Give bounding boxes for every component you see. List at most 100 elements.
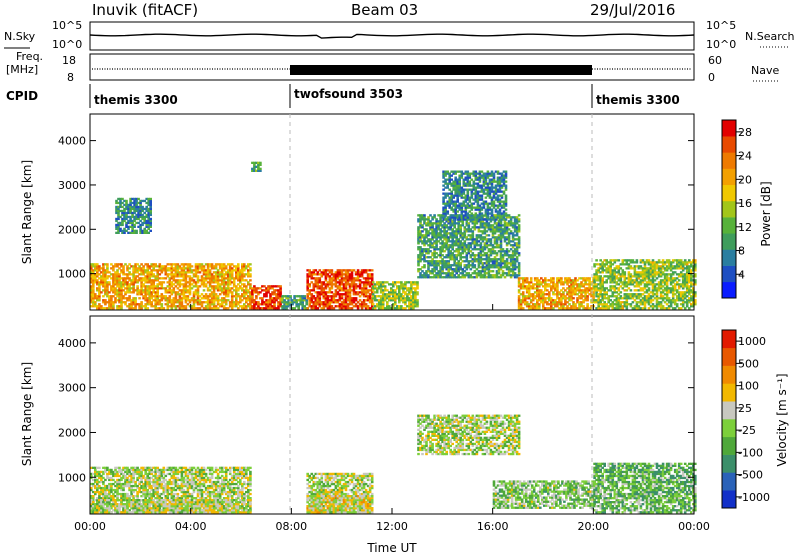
range-cell <box>364 277 368 280</box>
range-cell <box>377 307 381 310</box>
range-cell <box>176 305 180 308</box>
range-cell <box>487 238 491 241</box>
range-cell <box>491 264 495 267</box>
range-cell <box>570 305 573 308</box>
range-cell <box>364 295 368 298</box>
range-cell <box>457 252 460 255</box>
range-cell <box>310 301 314 304</box>
range-cell <box>566 279 569 282</box>
range-cell <box>633 295 637 298</box>
range-cell <box>190 287 194 290</box>
range-cell <box>617 307 621 310</box>
range-cell <box>287 297 290 300</box>
range-cell <box>429 242 432 245</box>
range-cell <box>146 275 149 278</box>
range-cell <box>651 299 655 302</box>
range-cell <box>366 297 370 300</box>
range-cell <box>470 178 474 181</box>
range-cell <box>540 293 543 296</box>
range-cell <box>615 295 619 298</box>
range-cell <box>425 230 428 233</box>
range-cell <box>504 186 508 189</box>
range-cell <box>515 248 519 251</box>
range-cell <box>641 275 645 278</box>
range-cell <box>192 279 196 282</box>
range-cell <box>593 263 596 266</box>
range-cell <box>194 291 198 294</box>
range-cell <box>310 271 314 274</box>
range-cell <box>482 192 486 195</box>
range-cell <box>625 299 629 302</box>
range-cell <box>478 214 482 217</box>
range-cell <box>536 291 539 294</box>
range-cell <box>595 271 598 274</box>
range-cell <box>657 303 661 306</box>
range-cell <box>273 301 276 304</box>
range-cell <box>447 266 450 269</box>
range-cell <box>222 287 226 290</box>
range-cell <box>108 297 111 300</box>
range-cell <box>445 226 448 229</box>
range-cell <box>497 264 501 267</box>
range-cell <box>228 303 232 306</box>
range-cell <box>498 210 502 213</box>
range-cell <box>216 295 220 298</box>
range-cell <box>469 274 473 277</box>
range-cell <box>237 301 240 304</box>
range-cell <box>400 285 403 288</box>
range-cell <box>466 178 470 181</box>
range-cell <box>507 238 511 241</box>
range-cell <box>228 305 232 308</box>
range-cell <box>467 234 471 237</box>
range-cell <box>138 303 141 306</box>
range-cell <box>542 293 545 296</box>
range-cell <box>204 269 208 272</box>
range-cell <box>458 208 461 211</box>
range-cell <box>451 222 454 225</box>
range-cell <box>633 261 637 264</box>
range-cell <box>491 244 495 247</box>
range-cell <box>597 297 600 300</box>
range-cell <box>439 266 442 269</box>
range-cell <box>140 287 143 290</box>
range-cell <box>186 297 190 300</box>
range-cell <box>476 198 480 201</box>
range-cell <box>235 303 238 306</box>
range-cell <box>580 293 583 296</box>
range-cell <box>463 236 467 239</box>
range-cell <box>433 234 436 237</box>
range-cell <box>639 307 643 310</box>
range-cell <box>170 275 174 278</box>
range-cell <box>419 250 422 253</box>
range-cell <box>479 230 483 233</box>
range-cell <box>474 192 478 195</box>
range-cell <box>548 303 551 306</box>
range-cell <box>564 299 567 302</box>
range-cell <box>425 236 428 239</box>
range-cell <box>483 228 487 231</box>
range-cell <box>546 297 549 300</box>
range-cell <box>322 295 326 298</box>
range-cell <box>487 276 491 279</box>
range-cell <box>433 248 436 251</box>
range-cell <box>366 299 370 302</box>
range-cell <box>320 301 324 304</box>
range-cell <box>476 204 480 207</box>
range-cell <box>459 246 462 249</box>
range-cell <box>94 275 97 278</box>
range-cell <box>342 305 346 308</box>
range-cell <box>114 283 117 286</box>
range-cell <box>472 218 476 221</box>
range-cell <box>170 269 174 272</box>
range-cell <box>562 307 565 310</box>
range-cell <box>228 269 232 272</box>
range-cell <box>170 281 174 284</box>
range-cell <box>92 291 95 294</box>
range-cell <box>241 275 244 278</box>
range-cell <box>447 252 450 255</box>
range-cell <box>476 196 480 199</box>
range-cell <box>552 299 555 302</box>
range-cell <box>370 291 374 294</box>
range-cell <box>498 176 502 179</box>
range-cell <box>457 240 460 243</box>
